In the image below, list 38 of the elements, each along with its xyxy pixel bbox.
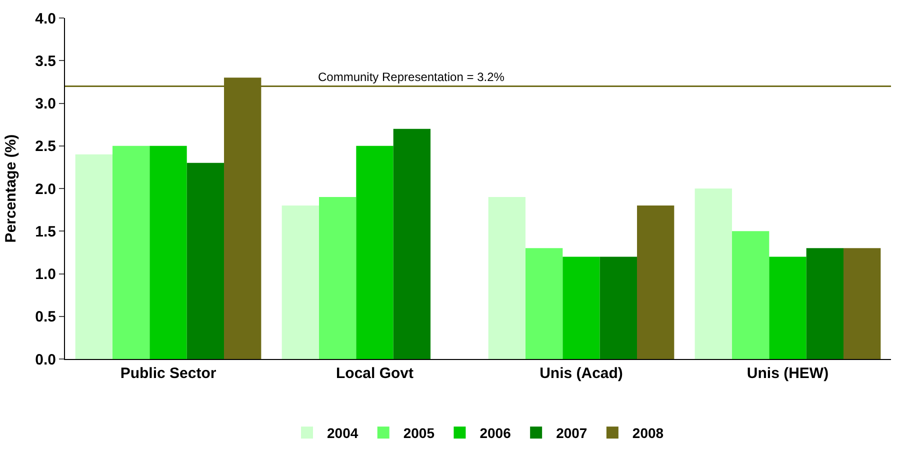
bar: [319, 197, 356, 359]
y-tick-label: 0.5: [35, 308, 56, 326]
x-tick-label: Unis (HEW): [746, 365, 829, 382]
legend-label: 2004: [327, 425, 358, 442]
bar: [600, 256, 638, 359]
y-tick-label: 3.5: [35, 52, 56, 70]
bar: [694, 188, 732, 359]
y-tick-label: 1.5: [35, 223, 56, 240]
y-axis-title: Percentage (%): [2, 134, 20, 243]
y-tick-label: 2.5: [35, 138, 56, 156]
bar: [769, 256, 806, 359]
legend-label: 2006: [480, 425, 512, 442]
bar: [526, 248, 563, 359]
y-tick-label: 2.0: [35, 180, 56, 198]
bar: [282, 206, 319, 359]
bar: [732, 231, 770, 359]
bar: [186, 162, 224, 359]
bar: [562, 256, 600, 359]
y-tick-label: 0.0: [35, 351, 56, 368]
x-tick-label: Public Sector: [120, 365, 216, 382]
bar: [150, 146, 187, 359]
bar: [637, 206, 674, 359]
y-tick-label: 1.0: [35, 266, 56, 283]
bar: [356, 146, 394, 359]
legend-label: 2008: [632, 425, 664, 442]
bar: [75, 154, 112, 359]
bar: [488, 197, 526, 359]
legend-label: 2005: [403, 425, 435, 442]
legend-label: 2007: [556, 425, 588, 442]
bar: [393, 128, 431, 359]
ref-line-label: Community Representation = 3.2%: [318, 70, 505, 84]
y-tick-label: 4.0: [35, 10, 56, 28]
bar: [112, 146, 150, 359]
bar: [844, 248, 881, 359]
x-tick-label: Local Govt: [336, 365, 414, 382]
y-tick-label: 3.0: [35, 96, 56, 112]
bar: [806, 248, 844, 359]
x-tick-label: Unis (Acad): [540, 365, 623, 382]
